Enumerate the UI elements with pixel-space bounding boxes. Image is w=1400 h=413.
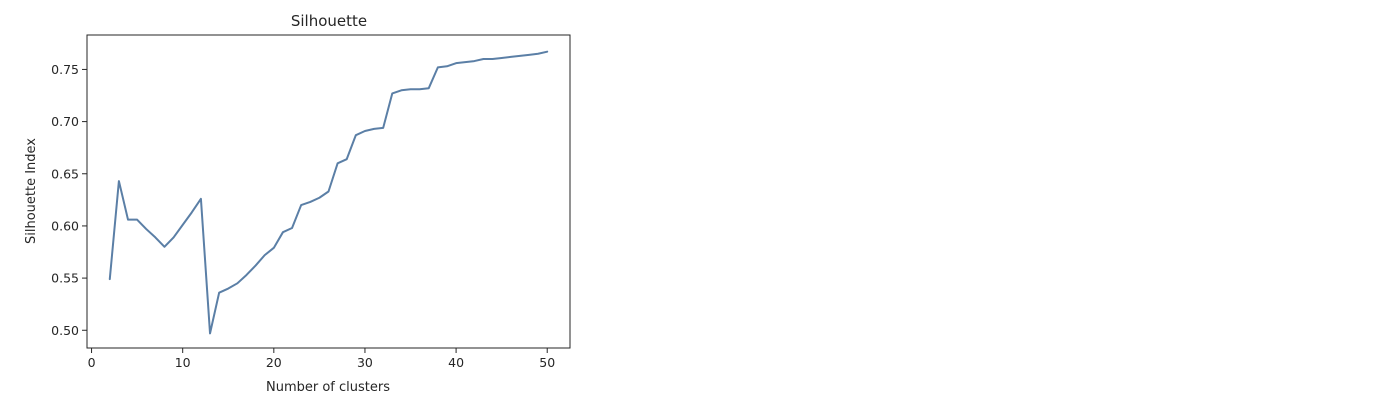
chart-container: Silhouette 0 10 20 30 40 50 0.50 0.55 0.60 0.65 0…: [0, 0, 600, 409]
data-point: [446, 65, 448, 67]
data-point: [182, 224, 184, 226]
data-point: [318, 197, 320, 199]
data-point: [127, 219, 129, 221]
data-point: [337, 162, 339, 164]
data-point: [264, 254, 266, 256]
x-tick-label: 20: [266, 355, 282, 370]
data-point: [537, 53, 539, 55]
y-tick-label: 0.70: [51, 114, 79, 129]
data-point: [273, 247, 275, 249]
x-tick-label: 40: [448, 355, 464, 370]
data-point: [473, 60, 475, 62]
data-point: [328, 191, 330, 193]
plot-area: [86, 34, 571, 349]
x-tick-label: 0: [88, 355, 96, 370]
data-point: [173, 236, 175, 238]
data-point: [482, 58, 484, 60]
data-point: [410, 88, 412, 90]
data-point: [291, 227, 293, 229]
data-point: [437, 66, 439, 68]
x-tick-label: 10: [175, 355, 191, 370]
data-point: [373, 128, 375, 130]
data-point: [464, 61, 466, 63]
data-point: [163, 246, 165, 248]
y-tick-label: 0.50: [51, 323, 79, 338]
axes-frame: [86, 34, 571, 349]
y-tick-label: 0.60: [51, 218, 79, 233]
y-tick-label: 0.75: [51, 62, 79, 77]
data-point: [109, 278, 111, 280]
data-point: [145, 228, 147, 230]
data-point: [546, 51, 548, 53]
data-point: [346, 158, 348, 160]
data-point: [118, 180, 120, 182]
data-point: [209, 332, 211, 334]
data-point: [419, 88, 421, 90]
chart-title: Silhouette: [291, 12, 367, 30]
data-point: [355, 134, 357, 136]
y-axis-ticks: 0.50 0.55 0.60 0.65 0.70 0.75: [51, 62, 87, 338]
y-axis-label: Silhouette Index: [24, 138, 39, 244]
data-point: [218, 292, 220, 294]
data-point: [492, 58, 494, 60]
data-point: [200, 198, 202, 200]
data-point: [309, 201, 311, 203]
data-point: [236, 282, 238, 284]
data-point: [227, 288, 229, 290]
data-point: [191, 211, 193, 213]
data-point: [455, 62, 457, 64]
data-point: [382, 127, 384, 129]
data-point: [255, 265, 257, 267]
series-line: [108, 50, 549, 335]
data-point: [136, 219, 138, 221]
data-point: [528, 54, 530, 56]
data-point: [400, 89, 402, 91]
x-tick-label: 30: [357, 355, 373, 370]
data-point: [391, 92, 393, 94]
data-point: [282, 231, 284, 233]
data-point: [510, 56, 512, 58]
data-point: [364, 130, 366, 132]
data-point: [154, 236, 156, 238]
data-point: [245, 274, 247, 276]
y-tick-label: 0.55: [51, 271, 79, 286]
silhouette-line-chart: Silhouette 0 10 20 30 40 50 0.500.550.600.650…: [24, 12, 571, 395]
x-axis-label: Number of clusters: [266, 380, 390, 395]
x-axis-ticks: 0 10 20 30 40 50: [88, 348, 555, 370]
data-point: [428, 87, 430, 89]
data-point: [501, 57, 503, 59]
x-tick-label: 50: [539, 355, 555, 370]
data-point: [300, 204, 302, 206]
data-point: [519, 55, 521, 57]
y-tick-label: 0.65: [51, 166, 79, 181]
